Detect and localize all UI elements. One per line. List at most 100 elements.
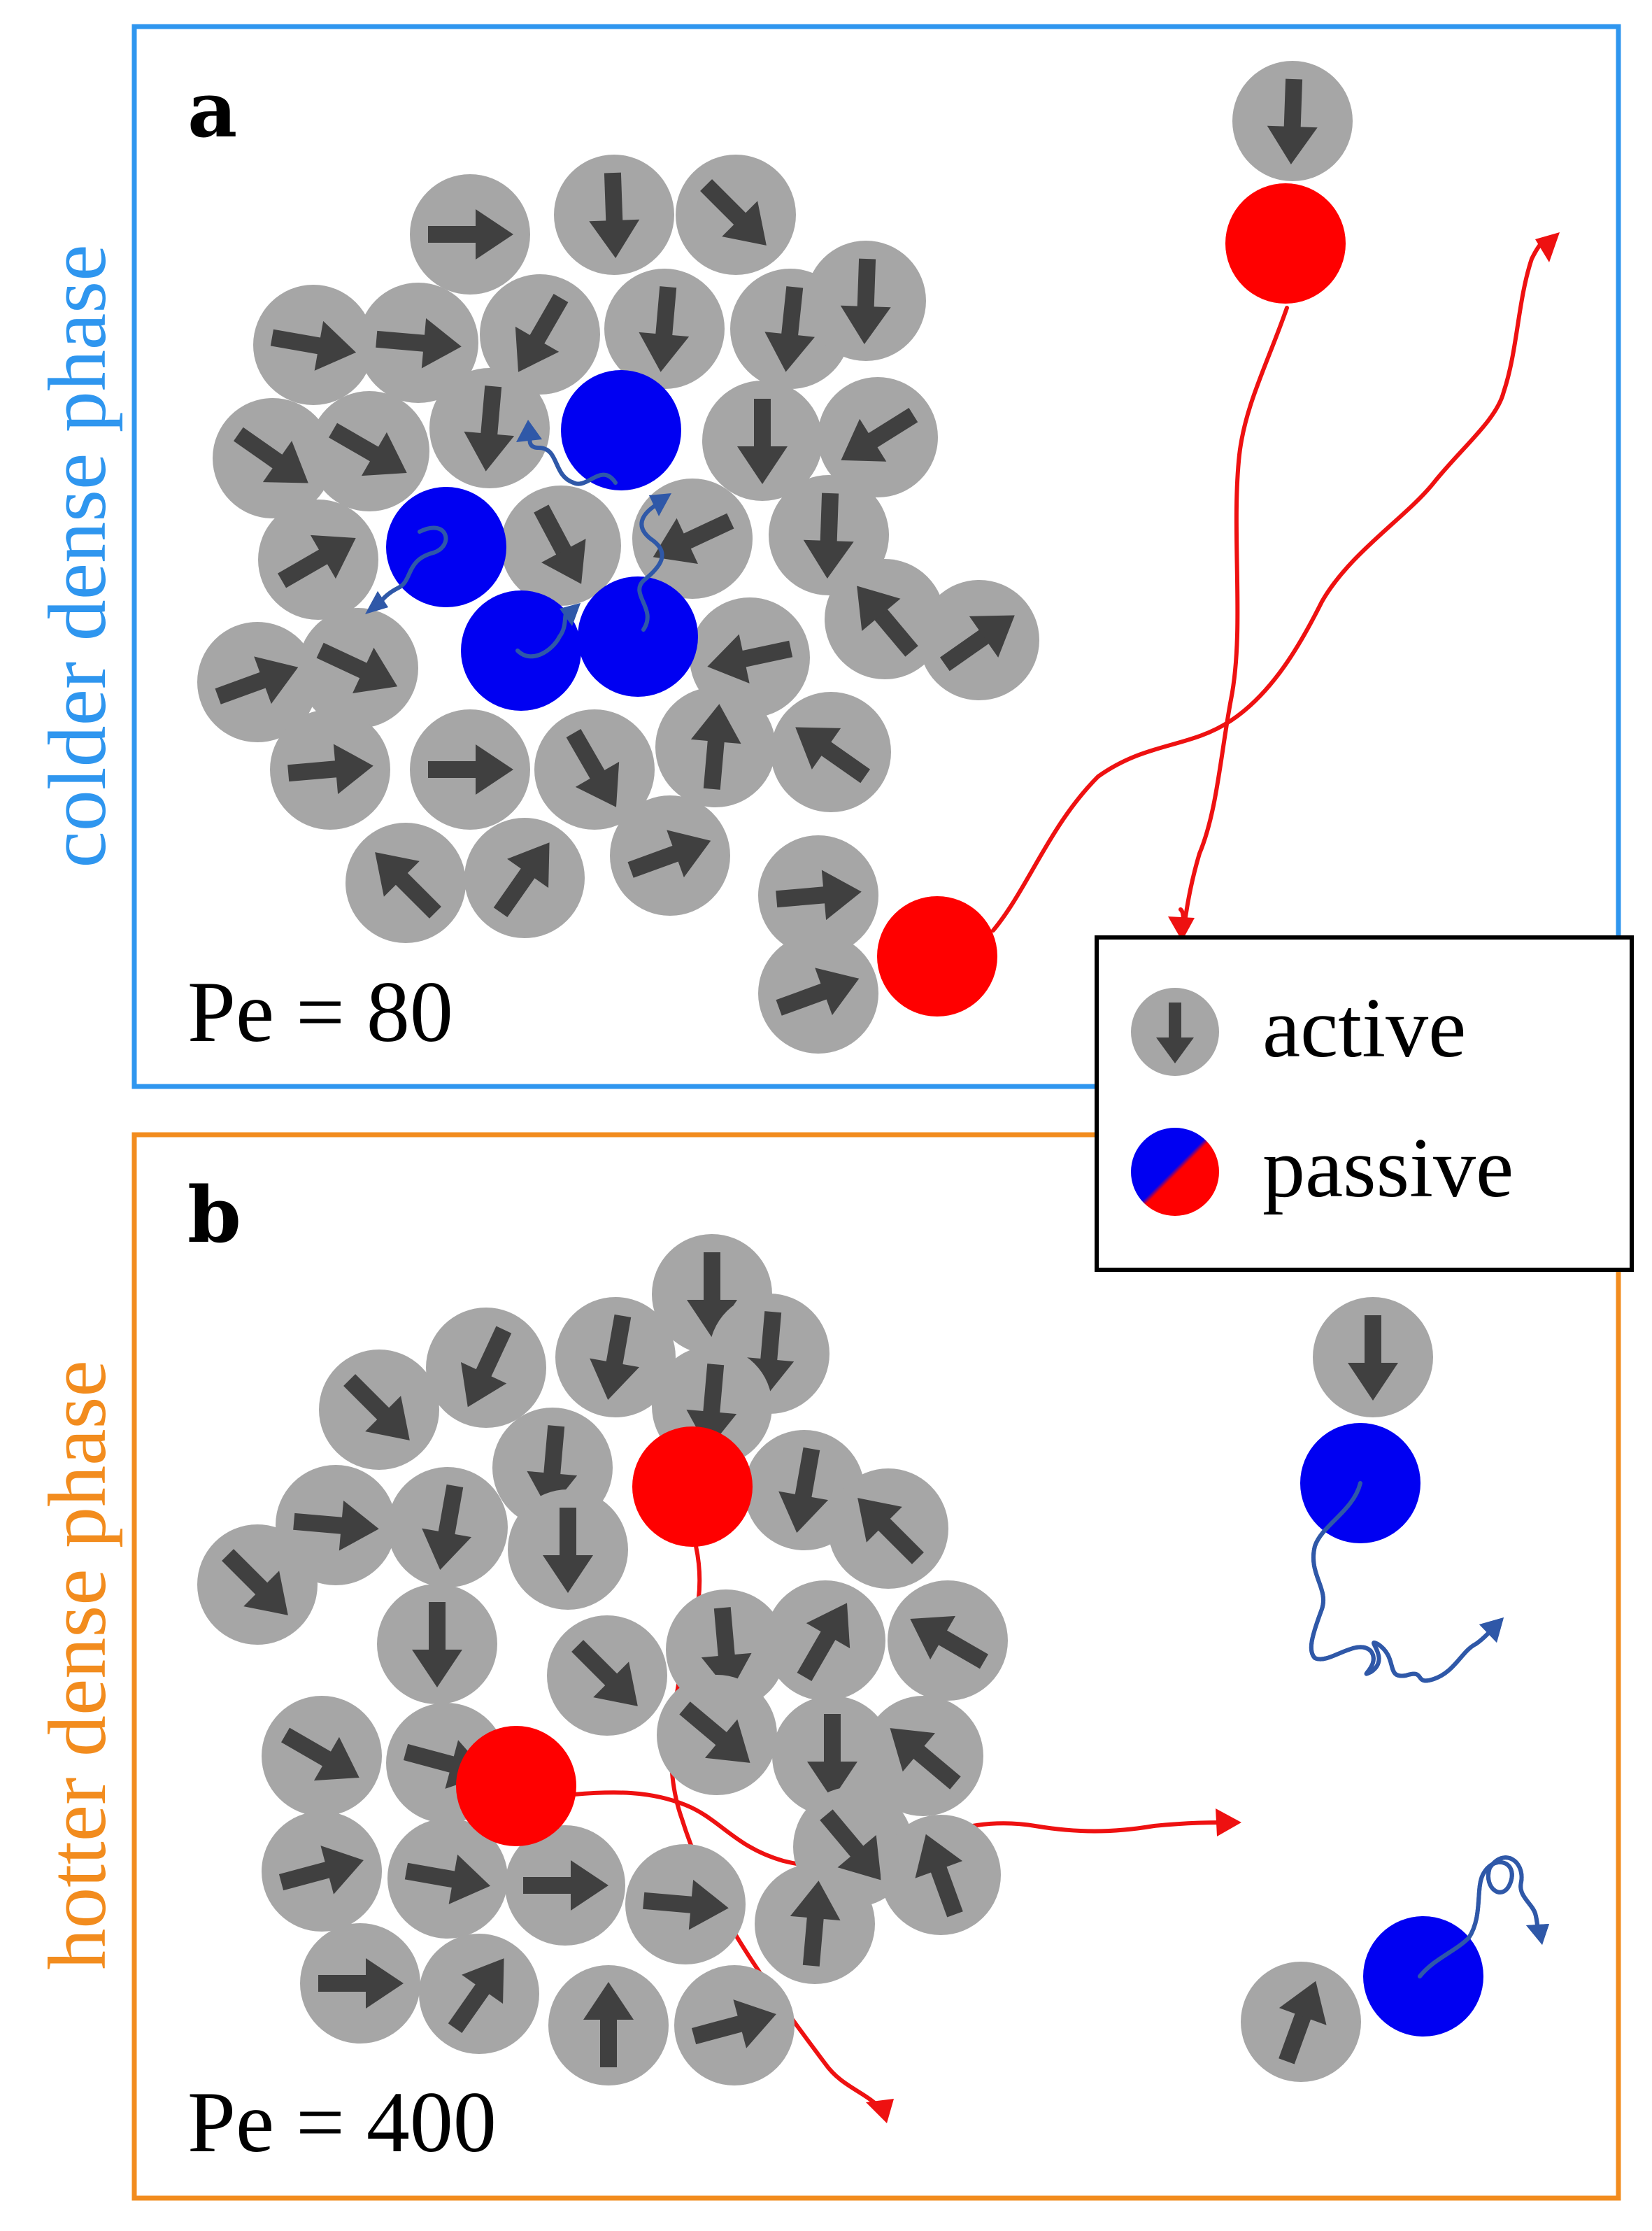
active-particle xyxy=(464,818,585,938)
active-particle xyxy=(426,1308,546,1428)
active-particle xyxy=(554,155,674,275)
passive-particle-blue xyxy=(561,370,681,490)
orientation-arrow-icon xyxy=(534,504,586,584)
active-particle xyxy=(387,1818,508,1939)
panel-b-frame xyxy=(131,1132,1621,2201)
orientation-arrow-icon xyxy=(375,852,441,919)
orientation-arrow-icon xyxy=(222,1549,288,1615)
orientation-arrow-icon xyxy=(627,830,711,878)
orientation-arrow-icon xyxy=(707,634,793,684)
active-particle xyxy=(676,155,796,275)
active-particle xyxy=(888,1580,1008,1701)
orientation-arrow-icon xyxy=(523,1860,608,1911)
orientation-arrow-icon xyxy=(778,1447,829,1534)
orientation-arrow-icon xyxy=(691,1999,776,2048)
active-particle xyxy=(197,622,318,742)
legend: active passive xyxy=(1095,935,1634,1272)
active-particle xyxy=(419,1934,539,2054)
panel-b-side-label: hotter dense phase xyxy=(31,1360,123,1970)
active-particle xyxy=(253,285,373,405)
orientation-arrow-icon xyxy=(571,1640,638,1706)
active-particle xyxy=(806,241,926,361)
active-particle xyxy=(919,580,1039,700)
active-particle xyxy=(555,1297,676,1417)
orientation-arrow-icon xyxy=(790,1881,841,1967)
red-trajectory-a2 xyxy=(991,236,1551,933)
orientation-arrow-icon xyxy=(293,1500,379,1551)
active-particle xyxy=(298,608,418,728)
blue-trajectory-free-2 xyxy=(1418,1855,1541,1978)
legend-passive-symbol xyxy=(1131,1128,1219,1216)
orientation-arrow-icon xyxy=(820,1809,881,1881)
orientation-arrow-icon xyxy=(939,615,1015,672)
trajectories-blue-overlay xyxy=(372,428,1541,1978)
active-particle xyxy=(863,1696,983,1816)
orientation-arrow-icon xyxy=(428,209,513,260)
active-particle xyxy=(410,174,530,295)
active-particle xyxy=(655,687,776,807)
active-particle xyxy=(547,1615,667,1736)
orientation-arrow-icon xyxy=(776,870,862,921)
passive-particle-blue xyxy=(1363,1916,1483,2037)
active-particle xyxy=(758,933,878,1054)
passive-particle-blue xyxy=(386,487,506,607)
active-particle xyxy=(755,1864,875,1984)
legend-active-arrow-icon xyxy=(1156,1003,1194,1063)
orientation-arrow-icon xyxy=(840,258,891,344)
orientation-arrow-icon xyxy=(515,294,569,372)
orientation-arrow-icon xyxy=(376,318,462,369)
orientation-arrow-icon xyxy=(233,427,308,483)
orientation-arrow-icon xyxy=(737,399,788,484)
active-particle xyxy=(625,1844,746,1964)
orientation-arrow-icon xyxy=(527,1425,578,1511)
active-particle xyxy=(270,709,390,830)
active-particle xyxy=(346,823,466,943)
passive-particle-blue xyxy=(578,576,698,697)
orientation-arrow-icon xyxy=(701,1607,752,1693)
orientation-arrow-icon xyxy=(316,642,398,694)
orientation-arrow-icon xyxy=(329,423,407,476)
active-particle xyxy=(702,381,823,501)
orientation-arrow-icon xyxy=(1267,78,1318,164)
active-particle xyxy=(429,368,550,488)
active-particle xyxy=(881,1815,1001,1935)
orientation-arrow-icon xyxy=(915,1834,963,1918)
orientation-arrow-icon xyxy=(776,968,860,1016)
active-particle xyxy=(262,1696,382,1816)
orientation-arrow-icon xyxy=(566,729,620,807)
active-particle xyxy=(818,377,938,497)
orientation-arrow-icon xyxy=(803,493,854,579)
active-particle xyxy=(534,709,655,830)
orientation-arrow-icon xyxy=(890,1728,961,1790)
orientation-arrow-icon xyxy=(404,1854,491,1904)
panel-a-frame xyxy=(131,24,1621,1089)
orientation-arrow-icon xyxy=(412,1602,462,1687)
active-particle xyxy=(758,835,878,956)
active-particle xyxy=(772,1696,892,1816)
orientation-arrow-icon xyxy=(1279,1981,1327,2064)
panel-b-pe-label: Pe = 400 xyxy=(187,2074,497,2170)
active-particle xyxy=(309,391,429,511)
passive-particles xyxy=(386,183,1483,2037)
orientation-arrow-icon xyxy=(270,320,357,371)
active-particle xyxy=(319,1350,439,1470)
legend-active-label: active xyxy=(1262,981,1466,1075)
orientation-arrow-icon xyxy=(215,656,299,704)
panel-a-pe-label: Pe = 80 xyxy=(187,964,453,1060)
active-particle xyxy=(825,559,945,679)
active-particle xyxy=(765,1580,885,1701)
trajectory-arrowheads-red xyxy=(866,232,1560,2123)
orientation-arrow-icon xyxy=(690,704,741,790)
passive-particle-red xyxy=(632,1426,753,1547)
active-particle xyxy=(358,283,478,403)
orientation-arrow-icon xyxy=(343,1374,410,1440)
orientation-arrow-icon xyxy=(797,1603,850,1681)
active-particle xyxy=(1232,61,1353,181)
orientation-arrow-icon xyxy=(679,1701,750,1763)
orientation-arrow-icon xyxy=(1348,1315,1398,1401)
active-particle xyxy=(505,1825,625,1946)
passive-particle-red xyxy=(1225,183,1346,304)
panel-a-label: a xyxy=(187,64,237,155)
active-particle xyxy=(508,1489,628,1610)
active-particle xyxy=(604,269,725,389)
